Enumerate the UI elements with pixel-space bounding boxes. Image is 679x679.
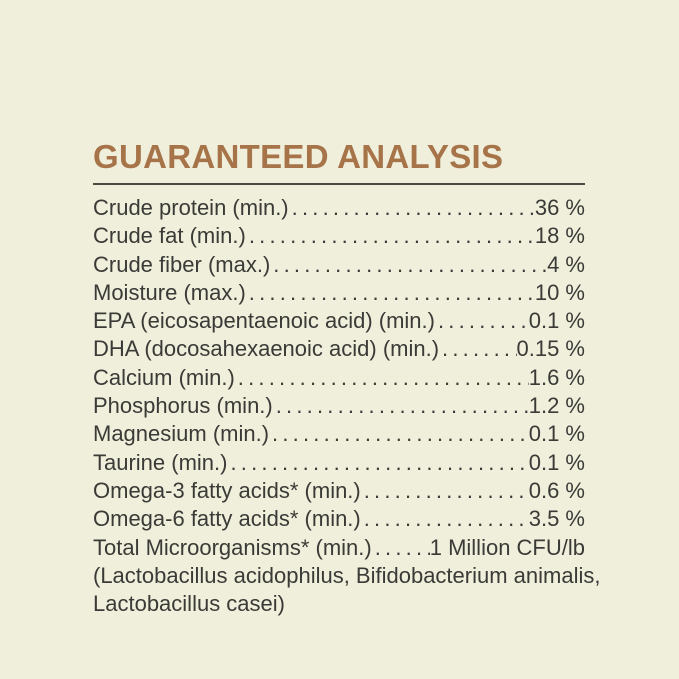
table-row: Total Microorganisms* (min.) 1 Million C…	[93, 534, 585, 562]
dot-leader	[235, 364, 529, 392]
nutrient-value: 18 %	[534, 223, 585, 249]
dot-leader	[270, 251, 547, 279]
nutrient-value: 10 %	[534, 279, 585, 305]
dot-leader	[273, 392, 529, 420]
table-row: Crude fat (min.) 18 %	[93, 222, 585, 250]
table-row: Taurine (min.) 0.1 %	[93, 449, 585, 477]
nutrient-label: EPA (eicosapentaenoic acid) (min.)	[93, 308, 435, 334]
divider	[93, 183, 585, 185]
nutrient-value: 0.1 %	[528, 421, 585, 447]
table-row: Moisture (max.) 10 %	[93, 279, 585, 307]
nutrient-label: Crude protein (min.)	[93, 195, 289, 220]
nutrient-label: Crude fat (min.)	[93, 223, 246, 249]
page-title: GUARANTEED ANALYSIS	[93, 138, 504, 175]
footnote-line: (Lactobacillus acidophilus, Bifidobacter…	[93, 562, 601, 588]
dot-leader	[227, 449, 528, 477]
nutrient-value: 0.6 %	[528, 477, 585, 503]
footnote-line: Lactobacillus casei)	[93, 591, 285, 617]
nutrient-label: Omega-3 fatty acids* (min.)	[93, 477, 361, 503]
table-row: Phosphorus (min.) 1.2 %	[93, 392, 585, 420]
table-row: EPA (eicosapentaenoic acid) (min.) 0.1 %	[93, 307, 585, 335]
nutrient-value: 0.1 %	[528, 449, 585, 475]
nutrient-label: Taurine (min.)	[93, 449, 228, 475]
nutrient-value: 3.5 %	[528, 506, 585, 532]
nutrient-value: 1.6 %	[528, 364, 585, 390]
table-row: Omega-3 fatty acids* (min.) 0.6 %	[93, 477, 585, 505]
nutrient-value: 0.15 %	[516, 336, 586, 362]
guaranteed-analysis-section: GUARANTEED ANALYSIS Crude protein (min.)…	[93, 138, 601, 618]
nutrient-label: Calcium (min.)	[93, 364, 235, 390]
table-row: DHA (docosahexaenoic acid) (min.) 0.15 %	[93, 335, 585, 363]
dot-leader	[361, 505, 529, 533]
nutrient-label: DHA (docosahexaenoic acid) (min.)	[93, 336, 440, 362]
nutrient-label: Magnesium (min.)	[93, 421, 270, 447]
nutrient-value: 1 Million CFU/lb	[429, 534, 585, 560]
nutrient-label: Moisture (max.)	[93, 279, 246, 305]
dot-leader	[246, 222, 535, 250]
dot-leader	[439, 335, 516, 363]
table-row: Crude protein (min.) 36 %	[93, 194, 585, 222]
dot-leader	[246, 279, 535, 307]
table-row: Calcium (min.) 1.6 %	[93, 364, 585, 392]
table-row: Omega-6 fatty acids* (min.) 3.5 %	[93, 505, 585, 533]
nutrient-value: 36 %	[534, 195, 585, 220]
dot-leader	[435, 307, 529, 335]
nutrient-label: Phosphorus (min.)	[93, 393, 273, 419]
nutrient-label: Total Microorganisms* (min.)	[93, 534, 372, 560]
table-row: Magnesium (min.) 0.1 %	[93, 420, 585, 448]
nutrient-label: Omega-6 fatty acids* (min.)	[93, 506, 361, 532]
dot-leader	[372, 534, 430, 562]
analysis-table: Crude protein (min.) 36 % Crude fat (min…	[93, 194, 601, 618]
table-row: Crude fiber (max.) 4 %	[93, 251, 585, 279]
nutrient-value: 4 %	[547, 251, 585, 277]
nutrient-value: 0.1 %	[528, 308, 585, 334]
dot-leader	[361, 477, 529, 505]
dot-leader	[289, 194, 535, 222]
nutrient-label: Crude fiber (max.)	[93, 251, 271, 277]
nutrient-value: 1.2 %	[528, 393, 585, 419]
dot-leader	[269, 420, 529, 448]
